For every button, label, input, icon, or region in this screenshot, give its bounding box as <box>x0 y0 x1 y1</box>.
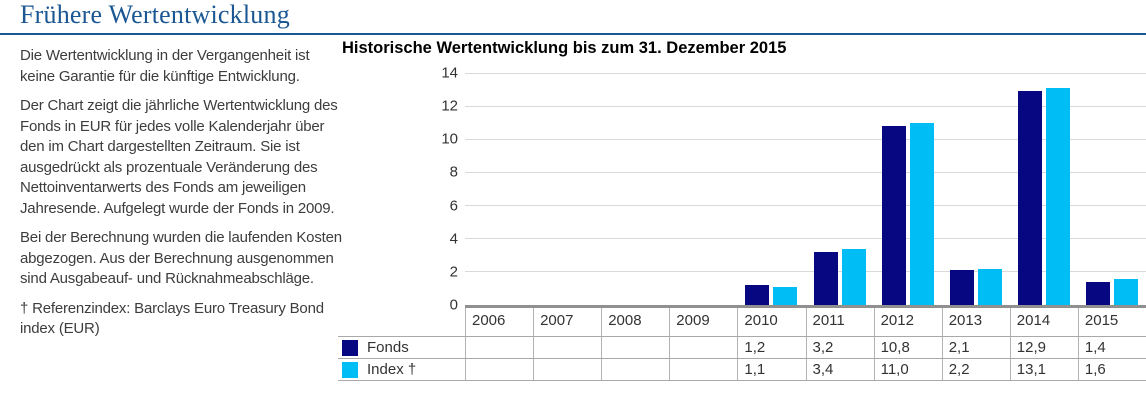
value-cell-fonds-2007 <box>533 337 601 358</box>
gridline <box>465 105 1146 107</box>
legend-swatch-index <box>342 361 358 378</box>
value-cell-fonds-2014: 12,9 <box>1009 337 1078 358</box>
description-column: Die Wertentwicklung in der Vergangenheit… <box>20 46 346 349</box>
legend-cell-index: Index † <box>338 359 465 380</box>
value-cell-fonds-2013: 2,1 <box>941 337 1010 358</box>
value-cell-index-2015: 1,6 <box>1077 359 1146 380</box>
bar-fonds-2013 <box>949 270 974 305</box>
gridline <box>465 171 1146 173</box>
y-axis-tick-label: 12 <box>441 97 458 115</box>
performance-table: Fonds 1,2 3,2 10,8 2,1 12,9 1,4 Index † 1,1 3,4 11… <box>338 336 1146 381</box>
description-paragraph: Der Chart zeigt die jährliche Wertentwic… <box>20 97 338 217</box>
y-axis-tick-label: 14 <box>441 64 458 82</box>
y-axis-tick-label: 6 <box>449 197 458 215</box>
plot-area <box>465 72 1146 305</box>
y-axis-labels: 0 2 4 6 8 10 12 14 <box>400 65 458 314</box>
legend-cell-fonds: Fonds <box>338 337 465 358</box>
y-axis-tick-label: 8 <box>449 163 458 181</box>
table-row-fonds: Fonds 1,2 3,2 10,8 2,1 12,9 1,4 <box>338 336 1146 358</box>
value-cell-fonds-2012: 10,8 <box>873 337 942 358</box>
reference-index-footnote: † Referenzindex: Barclays Euro Treasury … <box>20 299 324 338</box>
value-cell-index-2009 <box>669 359 737 380</box>
year-cell-2013: 2013 <box>941 308 1010 336</box>
year-cell-2010: 2010 <box>737 308 805 336</box>
value-cell-index-2013: 2,2 <box>941 359 1010 380</box>
value-cell-index-2011: 3,4 <box>805 359 874 380</box>
bar-fonds-2015 <box>1085 281 1110 305</box>
value-cell-index-2007 <box>533 359 601 380</box>
bar-fonds-2014 <box>1017 91 1042 305</box>
gridline <box>465 138 1146 140</box>
y-axis-tick-label: 0 <box>449 296 458 314</box>
y-axis-tick-label: 10 <box>441 130 458 148</box>
value-cell-fonds-2011: 3,2 <box>805 337 874 358</box>
y-axis-tick-label: 4 <box>449 230 458 248</box>
value-cell-index-2012: 11,0 <box>873 359 942 380</box>
bar-index-2013 <box>977 268 1002 305</box>
bar-index-2015 <box>1113 278 1138 305</box>
value-cell-fonds-2009 <box>669 337 737 358</box>
value-cell-fonds-2008 <box>601 337 669 358</box>
bar-index-2010 <box>773 286 798 305</box>
chart-title: Historische Wertentwicklung bis zum 31. … <box>342 39 787 57</box>
value-cell-index-2014: 13,1 <box>1009 359 1078 380</box>
year-cell-2015: 2015 <box>1077 308 1146 336</box>
year-cell-2011: 2011 <box>805 308 874 336</box>
value-cell-index-2008 <box>601 359 669 380</box>
page-title: Frühere Wertentwicklung <box>20 0 290 29</box>
bar-index-2014 <box>1045 87 1070 305</box>
legend-swatch-fonds <box>342 339 358 356</box>
legend-label-fonds: Fonds <box>367 339 409 356</box>
bar-fonds-2010 <box>745 285 770 305</box>
gridline <box>465 238 1146 240</box>
value-cell-fonds-2015: 1,4 <box>1077 337 1146 358</box>
bar-index-2012 <box>909 122 934 305</box>
x-axis-year-row: 2006 2007 2008 2009 2010 2011 2012 2013 2014 2015 <box>465 308 1146 336</box>
year-cell-2014: 2014 <box>1009 308 1078 336</box>
value-cell-fonds-2006 <box>465 337 533 358</box>
title-divider <box>0 33 1146 35</box>
year-cell-2009: 2009 <box>669 308 737 336</box>
description-paragraph: Die Wertentwicklung in der Vergangenheit… <box>20 47 310 85</box>
bar-fonds-2011 <box>813 251 838 305</box>
gridline <box>465 72 1146 74</box>
bar-index-2011 <box>841 248 866 305</box>
value-cell-index-2006 <box>465 359 533 380</box>
year-cell-2008: 2008 <box>601 308 669 336</box>
gridline <box>465 271 1146 273</box>
description-paragraph: Bei der Berechnung wurden die laufenden … <box>20 229 342 287</box>
year-cell-2006: 2006 <box>465 308 533 336</box>
value-cell-fonds-2010: 1,2 <box>737 337 805 358</box>
y-axis-tick-label: 2 <box>449 263 458 281</box>
year-cell-2012: 2012 <box>873 308 942 336</box>
x-axis-line <box>465 305 1146 308</box>
year-cell-2007: 2007 <box>533 308 601 336</box>
table-row-index: Index † 1,1 3,4 11,0 2,2 13,1 1,6 <box>338 358 1146 380</box>
value-cell-index-2010: 1,1 <box>737 359 805 380</box>
gridline <box>465 205 1146 207</box>
bar-fonds-2012 <box>881 126 906 305</box>
legend-label-index: Index † <box>367 361 417 378</box>
